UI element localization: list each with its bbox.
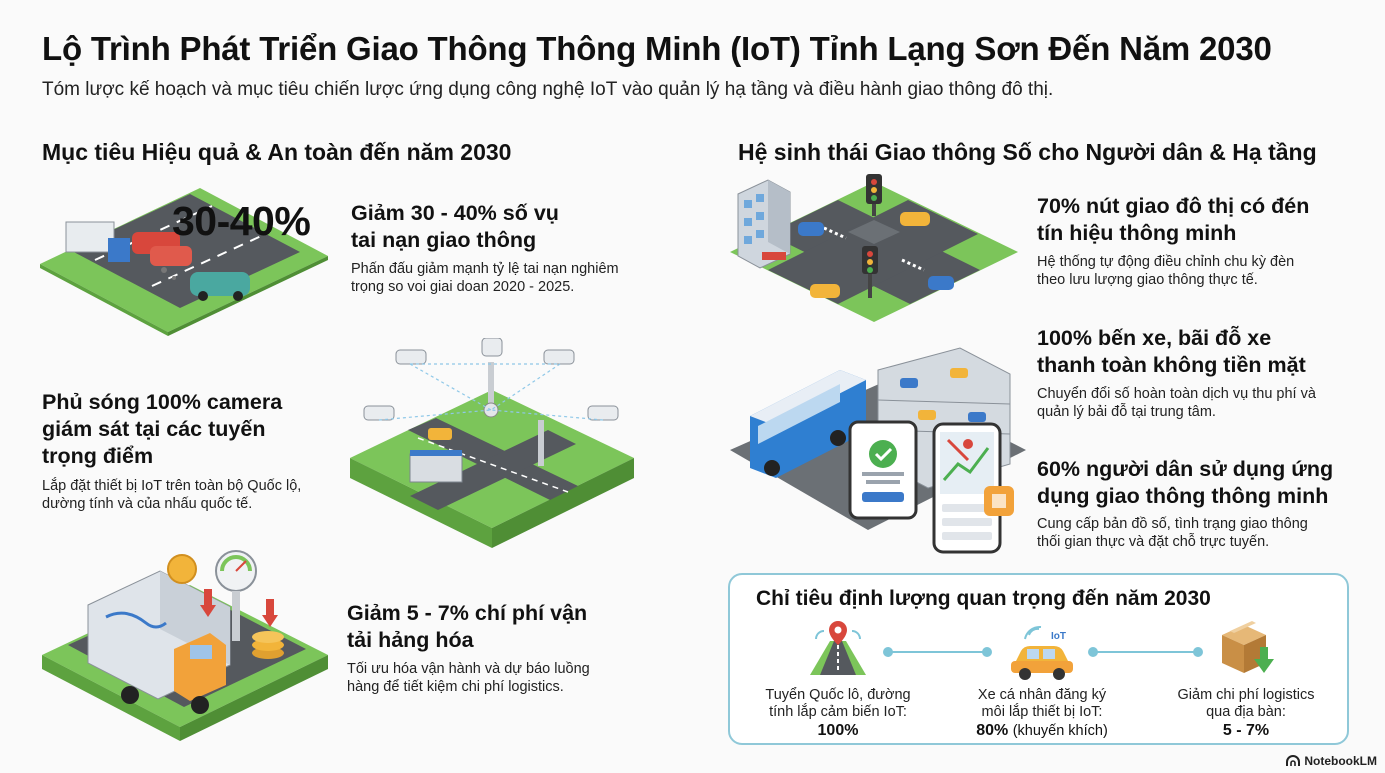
parking-title-line: thanh toàn không tiền mặt <box>1037 353 1306 377</box>
signals-desc: Hệ thống tự động điều chỉnh chu kỳ đèn t… <box>1037 253 1294 289</box>
camera-desc-line: Lắp đặt thiết bị IoT trên toàn bộ Quốc l… <box>42 478 302 494</box>
app-title-line: dụng giao thông thông minh <box>1037 484 1329 508</box>
signals-title: 70% nút giao đô thị có đén tín hiệu thôn… <box>1037 193 1309 247</box>
kpi-connector-dot <box>883 647 893 657</box>
camera-desc: Lắp đặt thiết bị IoT trên toàn bộ Quốc l… <box>42 477 301 513</box>
footer-brand: NotebookLM <box>1286 754 1377 768</box>
camera-title: Phủ sóng 100% camera giám sát tại các tu… <box>42 389 282 470</box>
parking-title: 100% bến xe, bãi đỗ xe thanh toàn không … <box>1037 325 1306 379</box>
kpi-label: Tuyển Quốc lô, đường tính lắp cảm biến I… <box>738 687 938 721</box>
app-desc-line: thối gian thực và đặt chỗ trực tuyến. <box>1037 534 1270 550</box>
camera-desc-line: dường tính và của nhấu quốc tế. <box>42 496 253 512</box>
kpi-value: 5 - 7% <box>1222 722 1270 739</box>
kpi-item-vehicles: IoT Xe cá nhân đăng ký môi lắp thiết bị … <box>942 619 1142 740</box>
logistics-desc-line: hàng để tiết kiệm chi phí logistics. <box>347 679 564 695</box>
accident-big-number: 30-40% <box>172 198 311 244</box>
smart-intersection-illustration <box>730 174 1018 322</box>
accident-desc-line: trọng so voi giai doan 2020 - 2025. <box>351 279 575 295</box>
kpi-value-note: (khuyến khích) <box>1012 723 1108 739</box>
kpi-item-logistics: Giảm chi phí logistics qua địa bàn: 5 - … <box>1146 619 1346 740</box>
kpi-label-line: Tuyển Quốc lô, đường <box>765 687 911 703</box>
road-sensor-icon <box>810 621 866 675</box>
page-title: Lộ Trình Phát Triển Giao Thông Thông Min… <box>42 30 1272 67</box>
parking-title-line: 100% bến xe, bãi đỗ xe <box>1037 326 1272 350</box>
right-section-heading: Hệ sinh thái Giao thông Số cho Người dân… <box>738 139 1317 165</box>
kpi-label: Xe cá nhân đăng ký môi lắp thiết bị IoT: <box>942 687 1142 721</box>
accident-title: Giảm 30 - 40% số vụ tai nạn giao thông <box>351 200 559 254</box>
camera-title-line: Phủ sóng 100% camera <box>42 390 283 414</box>
kpi-label-line: tính lắp cảm biến IoT: <box>769 704 907 720</box>
kpi-value-number: 80% <box>976 722 1009 739</box>
truck-logistics-illustration <box>42 550 328 741</box>
signals-desc-line: theo lưu lượng giao thông thực tế. <box>1037 272 1258 288</box>
app-desc-line: Cung cấp bản đồ số, tình trạng giao thôn… <box>1037 516 1308 532</box>
kpi-label-line: qua địa bàn: <box>1206 704 1286 720</box>
camera-title-line: giám sát tại các tuyến <box>42 417 266 441</box>
signals-title-line: 70% nút giao đô thị có đén <box>1037 194 1310 218</box>
camera-title-line: trọng điểm <box>42 444 154 468</box>
app-desc: Cung cấp bản đồ số, tình trạng giao thôn… <box>1037 515 1308 551</box>
kpi-label-line: Giảm chi phí logistics <box>1177 687 1315 703</box>
notebooklm-logo-icon <box>1286 755 1301 766</box>
kpi-label-line: môi lắp thiết bị IoT: <box>981 704 1103 720</box>
kpi-connector <box>888 651 986 653</box>
logistics-title-line: tải hảng hóa <box>347 628 474 652</box>
accident-title-line: Giảm 30 - 40% số vụ <box>351 201 559 225</box>
parking-desc-line: Chuyển đổi số hoàn toàn dịch vụ thu phí … <box>1037 386 1316 402</box>
kpi-label: Giảm chi phí logistics qua địa bàn: <box>1146 687 1346 721</box>
kpi-item-roads: Tuyển Quốc lô, đường tính lắp cảm biến I… <box>738 619 938 740</box>
kpi-heading: Chỉ tiêu định lượng quan trọng đến năm 2… <box>756 587 1211 610</box>
signals-desc-line: Hệ thống tự động điều chỉnh chu kỳ đèn <box>1037 254 1295 270</box>
kpi-value: 100% <box>817 722 859 739</box>
kpi-panel: Chỉ tiêu định lượng quan trọng đến năm 2… <box>728 573 1349 745</box>
accident-desc: Phấn đấu giảm mạnh tỷ lệ tai nạn nghiêm … <box>351 260 619 296</box>
iot-car-icon: IoT <box>1011 625 1073 680</box>
app-title-line: 60% người dân sử dụng ứng <box>1037 457 1334 481</box>
page-subtitle: Tóm lược kế hoạch và mục tiêu chiến lược… <box>42 79 1054 100</box>
parking-desc: Chuyển đổi số hoàn toàn dịch vụ thu phí … <box>1037 385 1316 421</box>
bus-parking-app-illustration <box>730 347 1026 554</box>
package-down-icon <box>1222 621 1274 673</box>
iot-tag: IoT <box>1051 631 1066 642</box>
accident-desc-line: Phấn đấu giảm mạnh tỷ lệ tai nạn nghiêm <box>351 261 619 277</box>
parking-desc-line: quản lý bải đỗ tại trung tâm. <box>1037 404 1216 420</box>
kpi-connector-dot <box>1088 647 1098 657</box>
logistics-desc: Tối ưu hóa vận hành và dự báo luồng hàng… <box>347 660 590 696</box>
kpi-value: 80% (khuyến khích) <box>942 722 1142 740</box>
accident-title-line: tai nạn giao thông <box>351 228 537 252</box>
kpi-connector <box>1092 651 1198 653</box>
logistics-desc-line: Tối ưu hóa vận hành và dự báo luồng <box>347 661 590 677</box>
logistics-title-line: Giảm 5 - 7% chí phí vận <box>347 601 588 625</box>
kpi-label-line: Xe cá nhân đăng ký <box>977 687 1107 703</box>
car-crash-illustration <box>40 188 328 336</box>
left-section-heading: Mục tiêu Hiệu quả & An toàn đến năm 2030 <box>42 139 512 165</box>
kpi-connector-dot <box>1193 647 1203 657</box>
camera-network-illustration <box>350 338 634 548</box>
signals-title-line: tín hiệu thông minh <box>1037 221 1237 245</box>
footer-brand-label: NotebookLM <box>1304 754 1377 768</box>
app-title: 60% người dân sử dụng ứng dụng giao thôn… <box>1037 456 1333 510</box>
logistics-title: Giảm 5 - 7% chí phí vận tải hảng hóa <box>347 600 587 654</box>
kpi-connector-dot <box>982 647 992 657</box>
